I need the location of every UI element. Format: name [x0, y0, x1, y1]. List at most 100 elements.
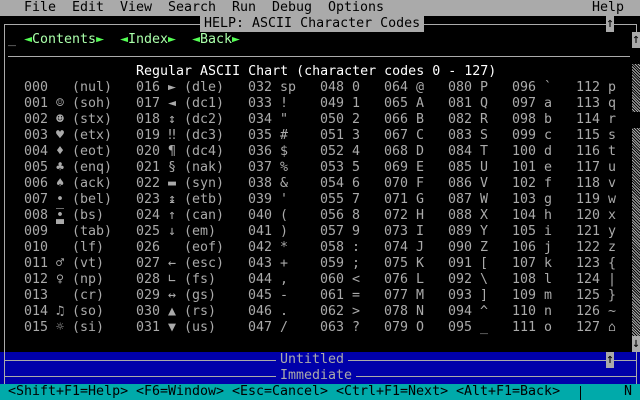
ascii-code: 115: [576, 128, 601, 143]
editor-right-border: [636, 352, 637, 384]
hint-back[interactable]: <Alt+F1=Back>: [456, 384, 561, 399]
status-divider: [580, 386, 581, 400]
ascii-char: T: [480, 144, 489, 159]
ascii-char: ,: [280, 272, 289, 287]
ascii-char: v: [608, 176, 617, 191]
right-triangle-icon: ►: [96, 32, 105, 47]
scroll-up-icon[interactable]: ↑: [632, 32, 640, 48]
menu-search[interactable]: Search: [168, 0, 217, 15]
ascii-char: H: [416, 208, 425, 223]
ascii-char: Z: [480, 240, 489, 255]
ascii-char: ☼: [56, 320, 65, 335]
ascii-char: i: [544, 224, 553, 239]
ascii-char: h: [544, 208, 553, 223]
ascii-abbr: (esc): [184, 256, 225, 271]
ascii-char: ↑: [168, 208, 177, 223]
ascii-char: ): [280, 224, 289, 239]
hint-cancel[interactable]: <Esc=Cancel>: [232, 384, 329, 399]
ascii-code: 080: [448, 80, 473, 95]
immediate-title[interactable]: Immediate: [276, 368, 357, 384]
ascii-char: g: [544, 192, 553, 207]
ascii-char: B: [416, 112, 425, 127]
ascii-code: 127: [576, 320, 601, 335]
ascii-code: 009: [24, 224, 49, 239]
ascii-char: N: [416, 304, 425, 319]
contents-link[interactable]: ◄Contents►: [24, 32, 104, 48]
ascii-code: 029: [136, 288, 161, 303]
ascii-code: 053: [320, 160, 345, 175]
ascii-code: 110: [512, 304, 537, 319]
ascii-code: 067: [384, 128, 409, 143]
ascii-code: 057: [320, 224, 345, 239]
ascii-code: 123: [576, 256, 601, 271]
ascii-code: 025: [136, 224, 161, 239]
menu-view[interactable]: View: [120, 0, 153, 15]
ascii-char: ]: [480, 288, 489, 303]
ascii-char: `: [544, 80, 553, 95]
menu-help[interactable]: Help: [592, 0, 625, 15]
ascii-code: 001: [24, 96, 49, 111]
ascii-code: 019: [136, 128, 161, 143]
ascii-code: 071: [384, 192, 409, 207]
ascii-code: 092: [448, 272, 473, 287]
ascii-char: [: [480, 256, 489, 271]
ascii-code: 014: [24, 304, 49, 319]
ascii-abbr: (stx): [72, 112, 113, 127]
ascii-code: 031: [136, 320, 161, 335]
chart-heading: Regular ASCII Chart (character codes 0 -…: [136, 64, 497, 79]
scrollbar-thumb[interactable]: [632, 112, 640, 128]
menu-run[interactable]: Run: [232, 0, 257, 15]
menu-debug[interactable]: Debug: [272, 0, 313, 15]
hint-next[interactable]: <Ctrl+F1=Next>: [336, 384, 449, 399]
help-maximize-icon[interactable]: ↑: [606, 16, 615, 32]
ascii-char: /: [280, 320, 289, 335]
ascii-char: ~: [608, 304, 617, 319]
menu-file[interactable]: File: [24, 0, 57, 15]
ascii-abbr: (soh): [72, 96, 113, 111]
ascii-char: %: [280, 160, 289, 175]
ascii-char: *: [280, 240, 289, 255]
ascii-abbr: (cr): [72, 288, 105, 303]
ascii-char: A: [416, 96, 425, 111]
vertical-scrollbar[interactable]: [632, 64, 640, 336]
ascii-char: +: [280, 256, 289, 271]
ascii-code: 028: [136, 272, 161, 287]
ascii-code: 040: [248, 208, 273, 223]
ascii-char: Y: [480, 224, 489, 239]
back-link[interactable]: ◄Back►: [192, 32, 240, 48]
editor-title[interactable]: Untitled: [276, 352, 349, 368]
menu-edit[interactable]: Edit: [72, 0, 105, 15]
contents-label: Contents: [32, 32, 97, 47]
index-link[interactable]: ◄Index►: [120, 32, 176, 48]
ascii-code: 116: [576, 144, 601, 159]
ascii-char: ;: [352, 256, 361, 271]
hint-help[interactable]: <Shift+F1=Help>: [8, 384, 129, 399]
ascii-code: 084: [448, 144, 473, 159]
ascii-code: 099: [512, 128, 537, 143]
ascii-code: 118: [576, 176, 601, 191]
ascii-abbr: (fs): [184, 272, 217, 287]
ascii-char: w: [608, 192, 617, 207]
ascii-char: n: [544, 304, 553, 319]
ascii-code: 007: [24, 192, 49, 207]
editor-maximize-icon[interactable]: ↑: [606, 352, 615, 368]
ascii-code: 016: [136, 80, 161, 95]
ascii-code: 017: [136, 96, 161, 111]
ascii-char: C: [416, 128, 425, 143]
ascii-char: ↕: [168, 112, 177, 127]
ascii-char: o: [544, 320, 553, 335]
ascii-code: 086: [448, 176, 473, 191]
ascii-abbr: (enq): [72, 160, 113, 175]
ascii-code: 121: [576, 224, 601, 239]
ascii-code: 020: [136, 144, 161, 159]
ascii-char: ‼: [168, 128, 177, 143]
ascii-char: ←: [168, 256, 177, 271]
ascii-code: 037: [248, 160, 273, 175]
menu-options[interactable]: Options: [328, 0, 385, 15]
hint-window[interactable]: <F6=Window>: [136, 384, 225, 399]
ascii-char: r: [608, 112, 617, 127]
ascii-char: ♠: [56, 176, 65, 191]
scroll-down-icon[interactable]: ↓: [632, 336, 640, 352]
ascii-code: 093: [448, 288, 473, 303]
